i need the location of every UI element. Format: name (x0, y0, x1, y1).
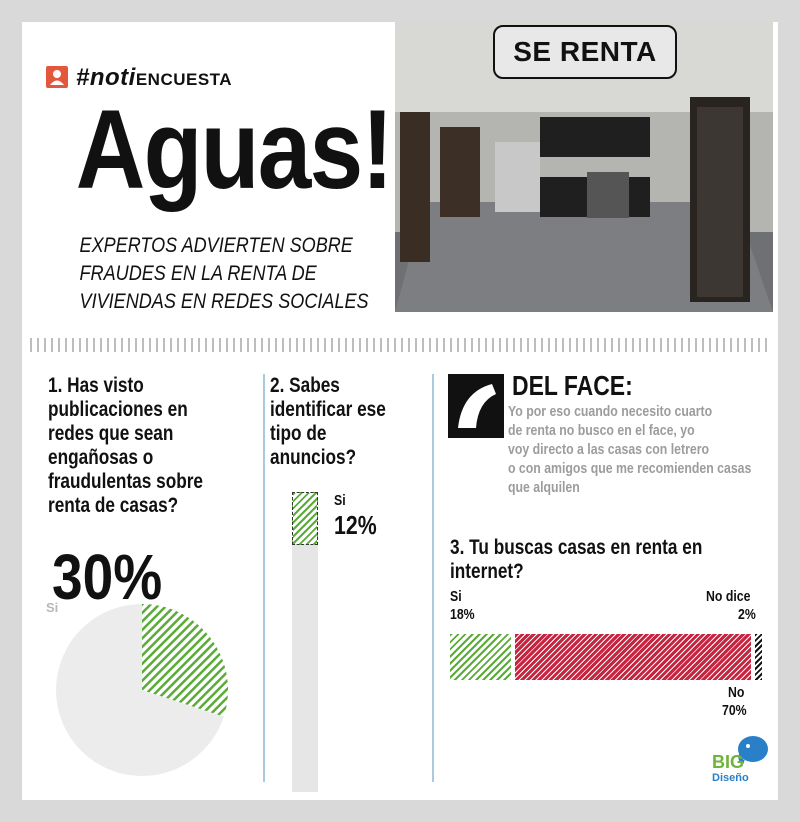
q3-nodice-label: No dice (706, 588, 751, 605)
elephant-logo-icon (738, 736, 768, 764)
q2-bar-fill (292, 492, 318, 545)
q1-percent: 30% (52, 541, 163, 613)
dashed-divider (30, 338, 770, 352)
se-renta-badge: SE RENTA (493, 25, 677, 79)
q3-no-label: No (728, 684, 745, 701)
question-2: 2. Sabes identificar ese tipo de anuncio… (270, 374, 386, 469)
q3-bar-nodice (755, 634, 762, 680)
page-title: Aguas! (75, 87, 394, 212)
q3-si-label: Si (450, 588, 462, 605)
quote-icon (448, 374, 504, 438)
logo-brand: Diseño (712, 772, 749, 784)
del-face-quote: Yo por eso cuando necesito cuarto de ren… (508, 403, 752, 496)
q3-stacked-bar (450, 634, 762, 680)
user-icon (46, 66, 68, 88)
subtitle: EXPERTOS ADVIERTEN SOBRE FRAUDES EN LA R… (79, 234, 369, 313)
q3-si-percent: 18% (450, 606, 475, 623)
q2-percent: 12% (334, 510, 377, 540)
logo-big: BIG (712, 752, 745, 772)
q3-bar-no (514, 634, 752, 680)
q3-no-percent: 70% (722, 702, 747, 719)
q3-bar-si (450, 634, 511, 680)
q3-nodice-percent: 2% (738, 606, 756, 623)
q2-label: Si (334, 492, 346, 509)
kitchen-photo (395, 22, 773, 312)
q1-label: Si (46, 600, 59, 615)
question-1: 1. Has visto publicaciones en redes que … (48, 374, 204, 517)
del-face-title: DEL FACE: (512, 370, 633, 401)
column-divider-2 (432, 374, 434, 782)
question-3: 3. Tu buscas casas en renta en internet? (450, 536, 703, 583)
infographic-card: #notiENCUESTA Aguas! EXPERTOS ADVIERTEN … (22, 22, 778, 800)
pie-slice-si (142, 604, 229, 717)
hashtag: #notiENCUESTA (76, 64, 233, 91)
column-divider-1 (263, 374, 265, 782)
q1-pie-chart (56, 604, 229, 776)
